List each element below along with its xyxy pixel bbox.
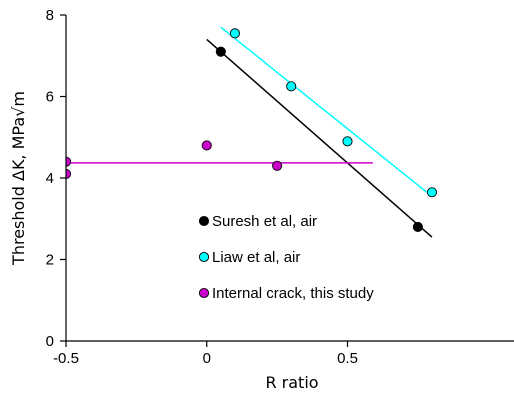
legend-marker	[198, 287, 210, 299]
data-point-series-1	[215, 46, 226, 57]
legend-label: Suresh et al, air	[212, 213, 317, 230]
data-point-series-2	[342, 136, 353, 147]
data-point-series-1	[412, 221, 423, 232]
legend-label: Internal crack, this study	[212, 285, 374, 302]
x-tick-label: 0	[203, 350, 211, 367]
trendline-series-2	[220, 26, 433, 197]
data-point-series-2	[286, 81, 297, 92]
y-tick-label: 4	[46, 170, 54, 187]
y-tick-label: 6	[46, 89, 54, 106]
y-tick-label: 0	[46, 333, 54, 350]
y-tick-label: 8	[46, 7, 54, 24]
data-point-series-3	[201, 140, 212, 151]
legend-label: Liaw et al, air	[212, 249, 300, 266]
x-tick-label: -0.5	[53, 350, 79, 367]
legend: Suresh et al, air Liaw et al, air Internal…	[198, 213, 374, 302]
legend-marker	[198, 215, 210, 227]
trendline-series-1	[206, 38, 433, 238]
data-point-series-3	[272, 160, 283, 171]
x-axis-title: R ratio	[265, 373, 318, 392]
data-point-series-2	[426, 187, 438, 198]
data-point-series-2	[229, 28, 240, 39]
y-axis-title: Threshold ΔK, MPa√m	[9, 91, 28, 266]
y-tick-label: 2	[46, 252, 54, 269]
data-points	[66, 28, 438, 232]
x-tick-label: 0.5	[337, 350, 358, 367]
trendlines	[66, 26, 433, 238]
legend-marker	[198, 251, 210, 263]
